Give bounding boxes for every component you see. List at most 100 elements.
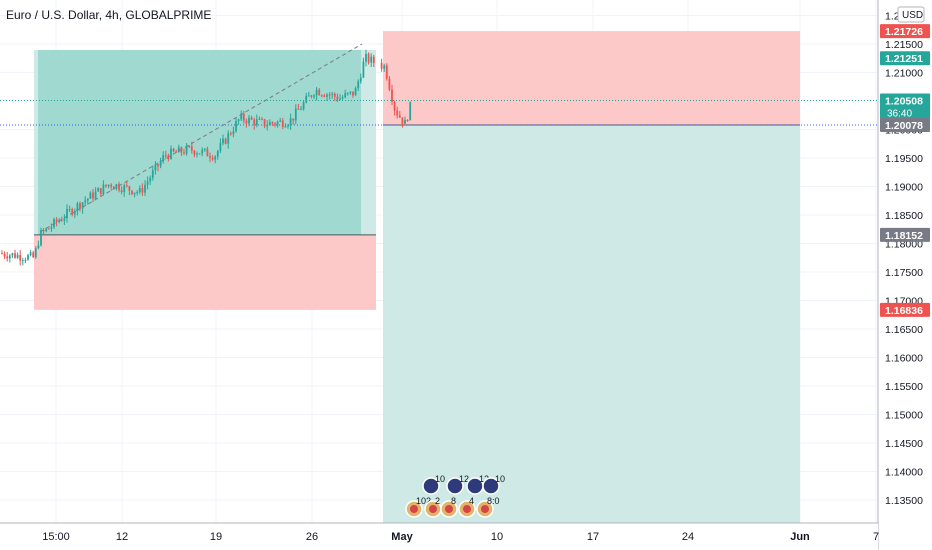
candlestick-series bbox=[1, 49, 412, 266]
calendar-event-count: 8 bbox=[451, 496, 456, 506]
stop-loss-price-tag[interactable]: 1.21726 bbox=[880, 24, 930, 39]
candle bbox=[313, 94, 315, 100]
entry-price-tag[interactable]: 1.20078 bbox=[880, 118, 930, 133]
candle bbox=[365, 49, 367, 67]
short-position-profit-zone[interactable] bbox=[383, 125, 800, 523]
time-tick-label: 10 bbox=[491, 531, 503, 543]
candle bbox=[162, 151, 165, 164]
time-axis[interactable]: 15:00 12 19 26 May 10 17 24 Jun 7 bbox=[0, 522, 879, 550]
price-axis[interactable]: 1.220001.215001.210001.205001.200001.195… bbox=[877, 0, 932, 550]
candle bbox=[307, 91, 310, 97]
calendar-event-badge[interactable]: 4 bbox=[458, 496, 476, 518]
candle bbox=[261, 117, 263, 121]
candle bbox=[14, 249, 16, 259]
calendar-event-count: 8:0 bbox=[487, 496, 500, 506]
calendar-event-badge[interactable]: 2 bbox=[424, 496, 442, 518]
calendar-event-badge[interactable]: 10 bbox=[482, 474, 505, 495]
price-tag-text: 1.20078 bbox=[885, 120, 923, 132]
candle bbox=[401, 117, 404, 128]
time-tick-label: 17 bbox=[587, 531, 599, 543]
candle bbox=[219, 138, 222, 154]
candle bbox=[84, 196, 87, 206]
candle bbox=[209, 152, 211, 163]
candle bbox=[175, 149, 178, 153]
calendar-event-count: 10 bbox=[495, 474, 505, 484]
time-tick-label: 12 bbox=[116, 531, 128, 543]
candle bbox=[193, 149, 196, 158]
calendar-event-badge[interactable]: 10 bbox=[422, 474, 445, 495]
candle bbox=[248, 114, 250, 127]
candle bbox=[16, 252, 19, 259]
candle bbox=[146, 176, 149, 190]
candle bbox=[183, 148, 185, 156]
candle bbox=[222, 134, 224, 146]
candle bbox=[107, 184, 110, 189]
high-price-tag[interactable]: 1.21251 bbox=[880, 51, 930, 66]
candle bbox=[274, 122, 276, 128]
candle bbox=[42, 228, 45, 235]
long-position-stop-zone[interactable] bbox=[34, 234, 376, 310]
candle bbox=[214, 155, 217, 164]
calendar-event-badge[interactable]: 8:0 bbox=[476, 496, 500, 518]
economic-calendar-badges[interactable]: 10 12 12 10 102 2 8 4 8:0 bbox=[405, 474, 505, 518]
calendar-event-badge[interactable]: 102 bbox=[405, 496, 431, 518]
candle bbox=[190, 141, 193, 154]
bar-countdown: 36:40 bbox=[887, 109, 912, 120]
candle bbox=[8, 253, 11, 263]
price-tick-label: 1.18500 bbox=[885, 210, 923, 222]
calendar-event-badge[interactable]: 12 bbox=[446, 474, 469, 495]
candle bbox=[391, 84, 393, 106]
candle bbox=[94, 187, 97, 200]
candle bbox=[310, 94, 313, 99]
candle bbox=[11, 252, 14, 258]
candle bbox=[138, 185, 141, 195]
candle bbox=[1, 250, 3, 255]
candle bbox=[115, 183, 118, 191]
candle bbox=[404, 116, 406, 124]
candle bbox=[136, 190, 139, 196]
candle bbox=[71, 207, 74, 217]
candle bbox=[284, 123, 287, 128]
short-position-stop-zone[interactable] bbox=[383, 31, 800, 126]
candle bbox=[281, 117, 284, 130]
price-tag-text: 1.21726 bbox=[885, 26, 923, 38]
candle bbox=[177, 144, 180, 153]
price-tick-label: 1.17500 bbox=[885, 267, 923, 279]
candle bbox=[55, 217, 58, 227]
candle bbox=[242, 110, 245, 124]
candle bbox=[297, 103, 300, 110]
price-tick-label: 1.14000 bbox=[885, 467, 923, 479]
candle bbox=[302, 100, 305, 111]
time-tick-label: 19 bbox=[210, 531, 222, 543]
candle bbox=[268, 119, 271, 126]
candle bbox=[383, 63, 386, 72]
prev-entry-price-tag[interactable]: 1.18152 bbox=[880, 227, 930, 242]
symbol-title: Euro / U.S. Dollar, 4h, GLOBALPRIME bbox=[6, 8, 212, 22]
candle bbox=[131, 190, 133, 196]
trend-dashed-line[interactable] bbox=[39, 43, 363, 233]
prev-stop-price-tag[interactable]: 1.16836 bbox=[880, 302, 930, 317]
time-tick-label: May bbox=[391, 531, 413, 543]
candle bbox=[53, 217, 55, 230]
candle bbox=[86, 198, 89, 205]
candle bbox=[24, 257, 27, 263]
candle bbox=[398, 111, 401, 118]
candle bbox=[409, 101, 412, 121]
candle bbox=[105, 184, 107, 188]
position-zones[interactable] bbox=[34, 31, 800, 523]
price-tick-label: 1.15500 bbox=[885, 381, 923, 393]
candle bbox=[97, 187, 100, 192]
candle bbox=[235, 117, 237, 133]
candle bbox=[185, 142, 188, 156]
calendar-event-badge[interactable]: 8 bbox=[440, 496, 458, 518]
candle bbox=[357, 79, 360, 91]
calendar-event-count: 12 bbox=[479, 474, 489, 484]
candle bbox=[128, 185, 131, 196]
time-tick-label: Jun bbox=[790, 531, 810, 543]
candle bbox=[50, 223, 53, 232]
currency-button[interactable]: USD bbox=[897, 6, 925, 23]
candle bbox=[203, 148, 206, 152]
candle bbox=[172, 147, 175, 153]
